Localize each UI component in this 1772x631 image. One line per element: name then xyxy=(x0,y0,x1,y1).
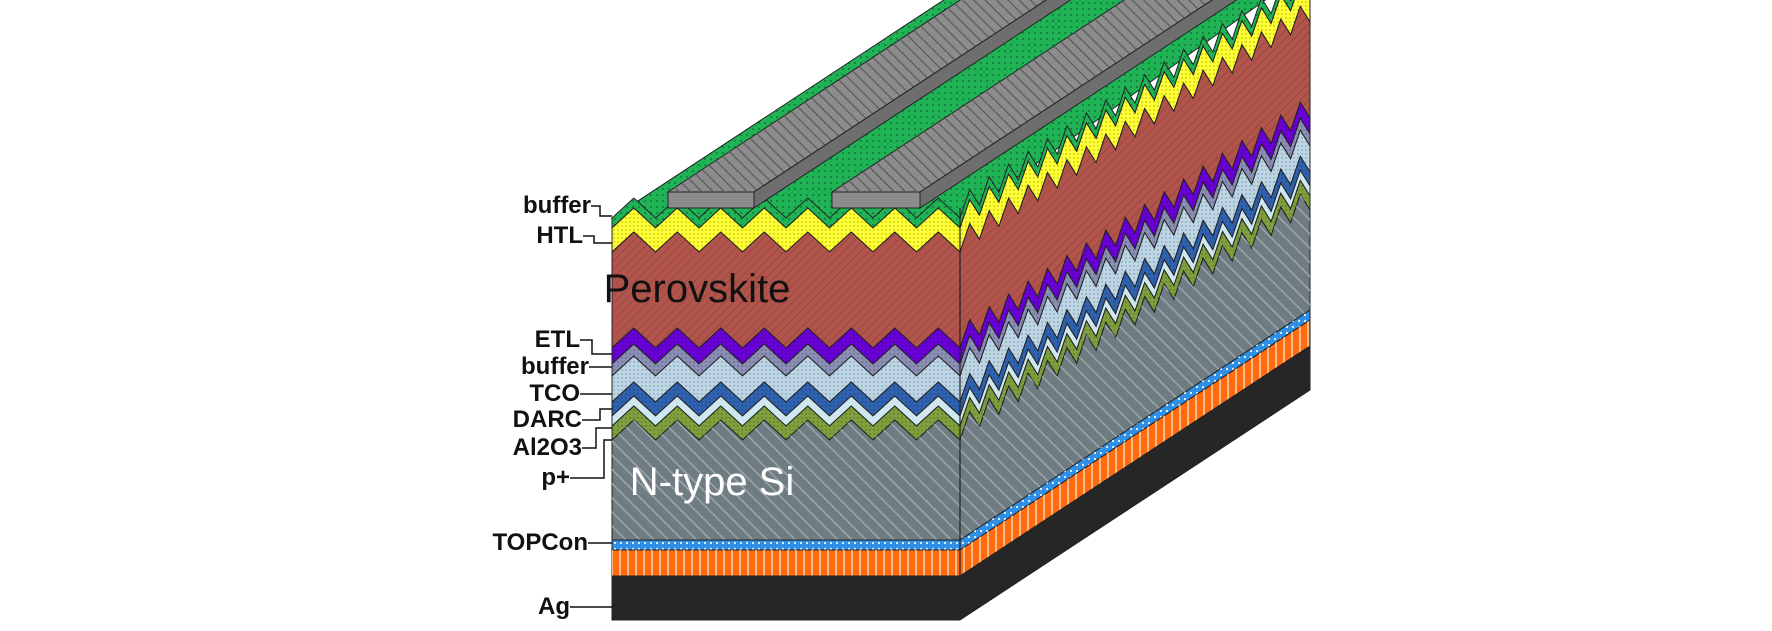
label-p-plus: p+ xyxy=(541,464,570,491)
layer-htl-front-texture xyxy=(612,208,960,252)
layer-labels: buffer HTL ETL buffer TCO DARC Al2O3 p+ … xyxy=(492,192,591,620)
layer-buffer-top-front-texture xyxy=(612,198,960,228)
leader-lines xyxy=(570,205,612,608)
layer-topcon-side-texture xyxy=(960,310,1310,550)
layer-n-si-front-texture xyxy=(612,420,960,540)
layer-doped-side-texture xyxy=(960,320,1310,576)
top-contacts xyxy=(666,0,1238,209)
contact-right-side xyxy=(919,0,1238,209)
contact-left-side xyxy=(753,0,1072,209)
contact-right-front xyxy=(831,191,921,209)
layer-darc-front-texture xyxy=(612,382,960,416)
contact-left-front xyxy=(667,191,755,209)
label-topcon: TOPCon xyxy=(492,529,588,556)
label-htl: HTL xyxy=(536,222,583,249)
contact-right-top-texture xyxy=(832,0,1213,192)
label-buffer-mid: buffer xyxy=(521,353,589,380)
layer-htl-side-texture xyxy=(960,0,1310,252)
layer-stack xyxy=(610,0,1311,621)
layer-doped-front-texture xyxy=(612,550,960,576)
layer-buffer-mid-front-texture xyxy=(612,344,960,376)
layer-p-plus-front-texture xyxy=(612,406,960,440)
label-tco: TCO xyxy=(529,380,580,407)
leader-buffer-top xyxy=(591,205,612,217)
layer-perovskite-front-texture xyxy=(612,232,960,348)
region-label-n-type-si: N-type Si xyxy=(630,460,795,504)
layer-ag-front xyxy=(611,575,961,621)
layer-etl-front-texture xyxy=(612,328,960,364)
leader-p-plus xyxy=(570,439,612,479)
layer-tco-front-texture xyxy=(612,356,960,402)
label-etl: ETL xyxy=(535,326,580,353)
layer-tco-side-texture xyxy=(960,130,1310,402)
layer-etl-side-texture xyxy=(960,102,1310,365)
layer-buffer-top-side-texture xyxy=(960,0,1295,228)
label-ag: Ag xyxy=(538,593,570,620)
leader-etl xyxy=(580,339,612,355)
contact-left-top-texture xyxy=(668,0,1047,192)
label-buffer-top: buffer xyxy=(523,192,591,219)
leader-darc xyxy=(582,408,612,421)
layer-n-si-side-texture xyxy=(960,194,1310,540)
label-darc: DARC xyxy=(513,406,582,433)
leader-al2o3 xyxy=(582,427,612,449)
region-label-perovskite: Perovskite xyxy=(604,267,791,311)
layer-perovskite-side-texture xyxy=(960,6,1310,349)
label-al2o3: Al2O3 xyxy=(513,434,582,461)
layer-topcon-front-texture xyxy=(612,540,960,550)
leader-htl xyxy=(583,235,612,244)
